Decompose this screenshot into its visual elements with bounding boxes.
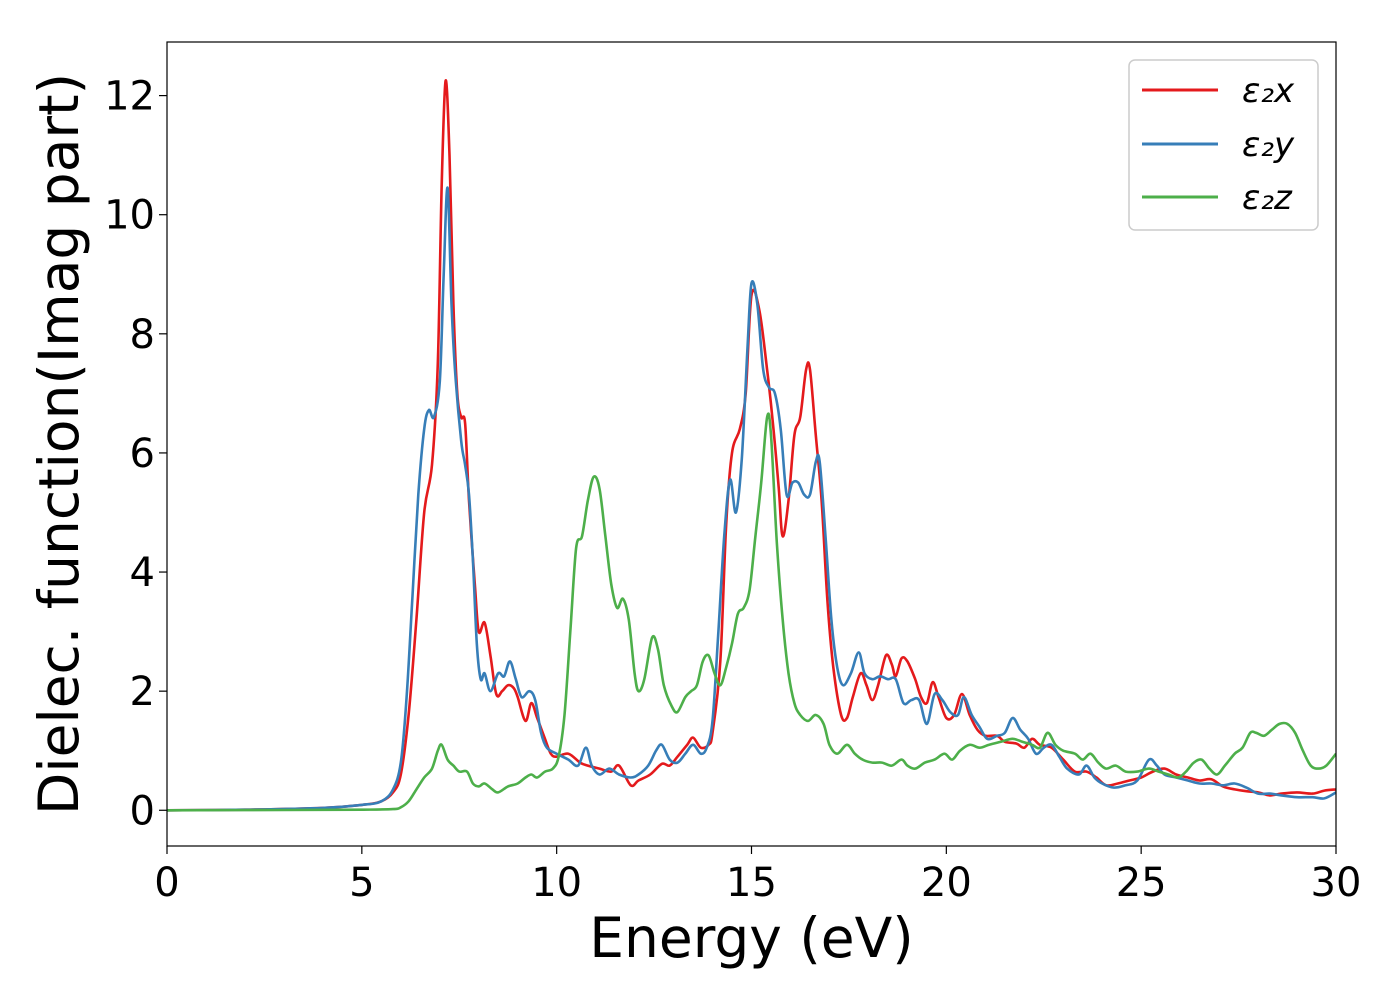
legend: ε₂x ε₂y ε₂z	[1128, 59, 1319, 231]
series-layer	[167, 79, 1336, 812]
legend-label-ez: ε₂z	[1242, 178, 1293, 218]
x-tick-label: 30	[1311, 860, 1362, 906]
y-tick-label: 8	[130, 312, 155, 358]
x-axis-title: Energy (eV)	[589, 906, 913, 970]
legend-label-ex: ε₂x	[1242, 71, 1295, 111]
legend-box	[1128, 59, 1319, 231]
legend-label-ey: ε₂y	[1242, 125, 1295, 165]
x-tick-label: 20	[921, 860, 972, 906]
series-line-ey	[167, 186, 1336, 812]
y-tick-label: 12	[104, 74, 155, 120]
y-tick-label: 0	[130, 788, 155, 834]
x-tick-label: 0	[154, 860, 179, 906]
y-tick-label: 6	[130, 431, 155, 477]
y-tick-label: 10	[104, 193, 155, 239]
x-tick-label: 15	[726, 860, 777, 906]
x-axis: 0 5 10 15 20 25 30	[154, 846, 1361, 906]
y-axis: 0 2 4 6 8 10 12	[104, 74, 167, 834]
y-axis-title: Dielec. function(Imag part)	[27, 73, 91, 815]
x-tick-label: 10	[531, 860, 582, 906]
x-tick-label: 25	[1116, 860, 1167, 906]
y-tick-label: 2	[130, 669, 155, 715]
series-line-ez	[167, 412, 1336, 812]
y-tick-label: 4	[130, 550, 155, 596]
x-tick-label: 5	[349, 860, 374, 906]
